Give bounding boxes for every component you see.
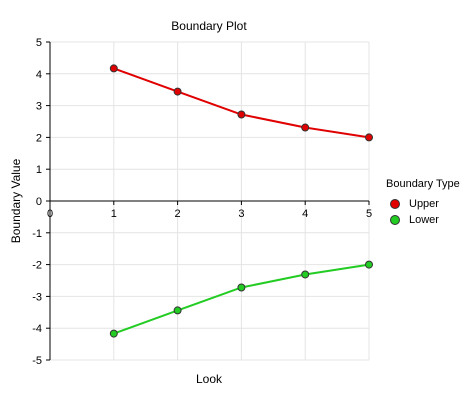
y-tick-label: -1 [32,228,42,240]
y-tick-label: -2 [32,260,42,272]
y-tick-label: 1 [36,164,42,176]
legend-item-upper: Upper [386,196,460,212]
x-tick-label: 4 [302,208,308,220]
series-group [109,64,373,338]
data-point-upper [109,64,118,73]
x-tick-label: 3 [238,208,244,220]
x-tick-label: 5 [366,208,372,220]
data-point-lower [173,306,182,315]
data-point-upper [301,123,310,132]
x-axis-label: Look [196,372,223,386]
data-point-lower [237,283,246,292]
legend: Boundary Type Upper Lower [386,178,460,228]
data-point-upper [365,133,373,142]
x-tick-label: 2 [175,208,181,220]
chart-title: Boundary Plot [171,19,247,33]
legend-item-lower: Lower [386,212,460,228]
legend-title: Boundary Type [386,178,460,190]
x-tick-label: 1 [111,208,117,220]
y-tick-label: -4 [32,323,42,335]
y-tick-label: 4 [36,69,42,81]
legend-marker-lower [390,215,400,225]
y-tick-label: 3 [36,101,42,113]
legend-label-lower: Lower [409,214,439,226]
legend-label-upper: Upper [409,198,439,210]
data-point-upper [237,110,246,119]
y-tick-label: 5 [36,37,42,49]
data-point-lower [301,270,310,279]
y-tick-label: -3 [32,291,42,303]
y-tick-label: 2 [36,132,42,144]
y-tick-label: 0 [36,196,42,208]
y-tick-label: -5 [32,355,42,367]
data-point-lower [365,260,373,269]
y-axis-label: Boundary Value [9,158,23,243]
data-point-upper [173,87,182,96]
data-point-lower [109,329,118,338]
legend-marker-upper [390,199,400,209]
